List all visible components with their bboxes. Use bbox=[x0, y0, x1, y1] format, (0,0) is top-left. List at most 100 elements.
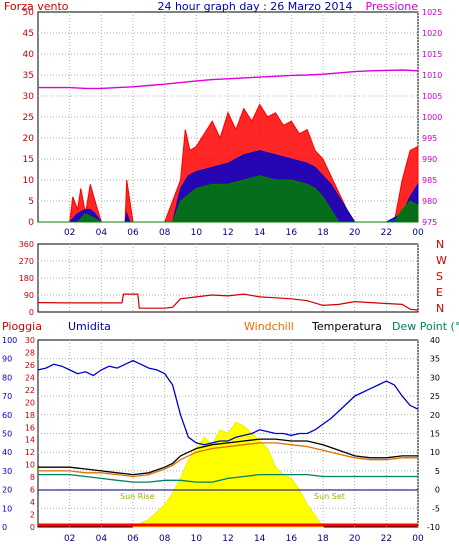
humidity-tick-label: 20 bbox=[2, 486, 12, 495]
sunrise-label: Sun Rise bbox=[120, 492, 155, 501]
temperature-tick-label: 30 bbox=[430, 373, 440, 382]
temperature-tick-label: -5 bbox=[432, 504, 440, 513]
temperature-tick-label: 15 bbox=[430, 430, 440, 439]
humidity-tick-label: 40 bbox=[2, 448, 12, 457]
rain-tick-label: 30 bbox=[25, 336, 35, 345]
x-tick-label: 12 bbox=[222, 534, 233, 544]
sunset-label: Sun Set bbox=[314, 492, 345, 501]
temp-series-2 bbox=[38, 442, 418, 478]
wind-series-3 bbox=[38, 175, 419, 223]
wind-axis-label: Forza vento bbox=[4, 0, 69, 13]
humidity-tick-label: 10 bbox=[2, 504, 12, 513]
x-tick-label: 16 bbox=[286, 534, 298, 544]
temp-series-1 bbox=[38, 438, 418, 476]
temperature-label: Temperatura bbox=[311, 320, 382, 333]
panel1-right-ticks: 975 980 985 990 995 1000 1005 1010 1015 1020 1025 bbox=[422, 8, 442, 227]
x-tick-label: 06 bbox=[127, 534, 139, 544]
humidity-axis-label: Umidita bbox=[68, 320, 111, 333]
compass-label: N bbox=[436, 302, 444, 315]
humidity-ticks: 0 10 20 30 40 50 60 70 80 90 100 bbox=[2, 336, 17, 532]
rain-tick-label: 14 bbox=[25, 436, 35, 445]
rain-tick-label: 6 bbox=[30, 486, 35, 495]
x-tick-label: 14 bbox=[254, 228, 266, 238]
x-tick-label: 16 bbox=[286, 228, 298, 238]
humidity-tick-label: 100 bbox=[2, 336, 17, 345]
direction-tick-label: 270 bbox=[19, 257, 34, 266]
panel2-left-ticks: 0 90 180 270 360 bbox=[19, 240, 34, 317]
rain-tick-label: 0 bbox=[30, 523, 35, 532]
pressure-tick-label: 995 bbox=[422, 134, 437, 143]
wind-direction-line bbox=[37, 293, 419, 311]
direction-tick-label: 360 bbox=[19, 240, 34, 249]
temperature-tick-label: 0 bbox=[435, 486, 440, 495]
panel1-x-ticks: 02 04 06 08 10 12 14 16 18 20 22 00 bbox=[64, 228, 424, 238]
panel2-series bbox=[37, 293, 419, 311]
pressure-tick-label: 980 bbox=[422, 197, 437, 206]
temperature-tick-label: -10 bbox=[427, 523, 440, 532]
pressure-tick-label: 1015 bbox=[422, 50, 442, 59]
wind-tick-label: 30 bbox=[23, 92, 35, 102]
rain-tick-label: 8 bbox=[30, 473, 35, 482]
wind-tick-label: 40 bbox=[23, 50, 35, 60]
panel3-series bbox=[37, 359, 419, 528]
temperature-tick-label: 35 bbox=[430, 355, 440, 364]
temperature-tick-label: 5 bbox=[435, 467, 440, 476]
humidity-tick-label: 30 bbox=[2, 467, 12, 476]
panel1-left-ticks: 0 5 10 15 20 25 30 35 40 45 50 bbox=[23, 8, 35, 228]
rain-tick-label: 26 bbox=[25, 361, 35, 370]
pressure-tick-label: 1005 bbox=[422, 92, 442, 101]
x-tick-label: 06 bbox=[127, 228, 139, 238]
humidity-tick-label: 80 bbox=[2, 373, 12, 382]
compass-label: S bbox=[436, 270, 443, 283]
windchill-label: Windchill bbox=[244, 320, 294, 333]
x-tick-label: 00 bbox=[412, 534, 424, 544]
wind-tick-label: 50 bbox=[23, 8, 35, 18]
humidity-tick-label: 0 bbox=[2, 523, 7, 532]
rain-tick-label: 12 bbox=[25, 448, 35, 457]
graph-title: 24 hour graph day : 26 Marzo 2014 bbox=[157, 0, 352, 13]
x-tick-label: 08 bbox=[159, 228, 171, 238]
x-tick-label: 20 bbox=[349, 228, 361, 238]
wind-tick-label: 10 bbox=[23, 176, 35, 186]
rain-axis-label: Pioggia bbox=[2, 320, 42, 333]
humidity-line bbox=[37, 359, 419, 446]
direction-tick-label: 0 bbox=[29, 308, 34, 317]
x-tick-label: 02 bbox=[64, 534, 75, 544]
pressure-axis-label: Pressione bbox=[366, 0, 419, 13]
humidity-tick-label: 50 bbox=[2, 430, 12, 439]
x-tick-label: 14 bbox=[254, 534, 266, 544]
rain-tick-label: 28 bbox=[25, 348, 35, 357]
wind-tick-label: 20 bbox=[23, 134, 35, 144]
pressure-tick-label: 990 bbox=[422, 155, 437, 164]
rain-tick-label: 16 bbox=[25, 423, 35, 432]
wind-tick-label: 5 bbox=[28, 197, 34, 207]
direction-tick-label: 180 bbox=[19, 274, 34, 283]
rain-tick-label: 20 bbox=[25, 398, 35, 407]
pressure-line bbox=[38, 69, 419, 90]
temp-series-3 bbox=[38, 473, 418, 483]
compass-label: N bbox=[436, 238, 444, 251]
temperature-tick-label: 10 bbox=[430, 448, 440, 457]
compass-label: W bbox=[436, 254, 447, 267]
humidity-tick-label: 60 bbox=[2, 411, 12, 420]
pressure-tick-label: 1010 bbox=[422, 71, 442, 80]
rain-tick-label: 22 bbox=[25, 386, 35, 395]
wind-pressure-panel: 02 04 06 08 10 12 14 16 18 20 22 00 051015202530354… bbox=[4, 0, 442, 238]
rain-tick-label: 18 bbox=[25, 411, 35, 420]
temperature-tick-label: 20 bbox=[430, 411, 440, 420]
wind-tick-label: 35 bbox=[23, 71, 34, 81]
temperature-tick-label: 40 bbox=[430, 336, 440, 345]
x-tick-label: 10 bbox=[191, 228, 203, 238]
temperature-tick-label: 25 bbox=[430, 392, 440, 401]
dewpoint-label: Dew Point (°C bbox=[392, 320, 459, 333]
wind-tick-label: 0 bbox=[28, 218, 34, 228]
x-tick-label: 08 bbox=[159, 534, 171, 544]
x-tick-label: 12 bbox=[222, 228, 233, 238]
x-tick-label: 10 bbox=[191, 534, 203, 544]
panel2-grid bbox=[38, 244, 419, 312]
x-tick-label: 22 bbox=[381, 228, 392, 238]
